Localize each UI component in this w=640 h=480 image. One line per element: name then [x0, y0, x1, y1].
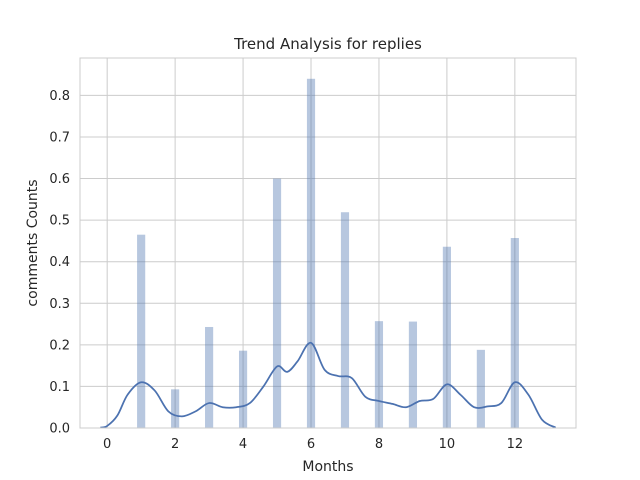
y-tick-label: 0.8 — [49, 89, 70, 104]
kde-line — [100, 341, 557, 429]
grid-lines — [80, 58, 576, 429]
y-tick-label: 0.5 — [49, 214, 70, 229]
x-tick-labels: 0 2 4 6 8 10 12 — [103, 437, 523, 452]
y-tick-labels: 0.0 0.1 0.2 0.3 0.4 0.5 0.6 0.7 0.8 — [49, 89, 70, 437]
y-tick-label: 0.7 — [49, 130, 70, 145]
y-tick-label: 0.1 — [49, 380, 70, 395]
y-tick-label: 0.3 — [49, 297, 70, 312]
x-tick-label: 10 — [439, 437, 456, 452]
histogram-bar — [238, 350, 248, 428]
x-tick-label: 12 — [507, 437, 524, 452]
y-tick-label: 0.4 — [49, 255, 70, 270]
histogram-bar — [374, 321, 384, 428]
chart-title: Trend Analysis for replies — [233, 35, 422, 53]
y-axis-label: comments Counts — [25, 179, 41, 306]
x-tick-label: 8 — [375, 437, 383, 452]
histogram-bar — [171, 389, 180, 428]
histogram-bars — [137, 78, 519, 429]
histogram-bar — [205, 326, 214, 428]
histogram-bar — [408, 321, 418, 428]
x-tick-label: 2 — [171, 437, 179, 452]
plot-frame — [79, 57, 577, 429]
histogram-bar — [476, 349, 485, 428]
y-tick-label: 0.2 — [49, 338, 70, 353]
histogram-bar — [442, 246, 451, 428]
y-tick-label: 0.0 — [49, 422, 70, 437]
y-tick-label: 0.6 — [49, 172, 70, 187]
histogram-bar — [272, 178, 282, 428]
histogram-bar — [340, 212, 350, 428]
x-axis-label: Months — [302, 459, 353, 475]
x-tick-label: 4 — [239, 437, 247, 452]
histogram-bar — [306, 78, 316, 429]
histogram-bar — [137, 234, 146, 428]
x-tick-label: 0 — [103, 437, 111, 452]
histogram-bar — [510, 238, 519, 428]
x-tick-label: 6 — [307, 437, 315, 452]
